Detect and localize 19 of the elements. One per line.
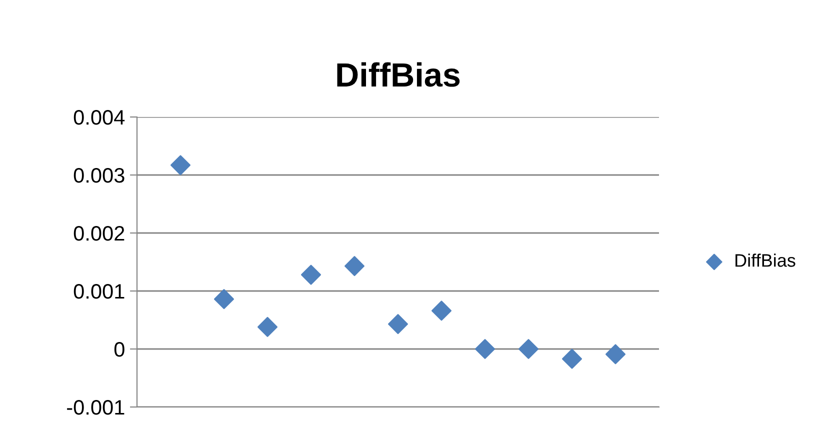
y-tick-label: 0.001 <box>74 284 124 299</box>
point <box>518 338 539 360</box>
y-tick-label: 0.004 <box>74 110 125 125</box>
point <box>257 316 278 337</box>
point <box>170 155 191 176</box>
point <box>605 344 626 364</box>
point <box>344 256 365 276</box>
y-tick-label: 0.003 <box>74 168 124 183</box>
legend-label: DiffBias <box>736 254 796 267</box>
point <box>388 314 408 334</box>
chart-title: DiffBias <box>337 62 460 87</box>
point <box>562 348 582 369</box>
y-tick-label: 0.002 <box>74 226 124 241</box>
y-tick-label: 0 <box>114 342 124 357</box>
point <box>431 300 452 321</box>
point <box>474 338 496 360</box>
y-tick-label: -0.001 <box>67 400 124 415</box>
point <box>214 289 234 310</box>
point <box>300 264 322 285</box>
